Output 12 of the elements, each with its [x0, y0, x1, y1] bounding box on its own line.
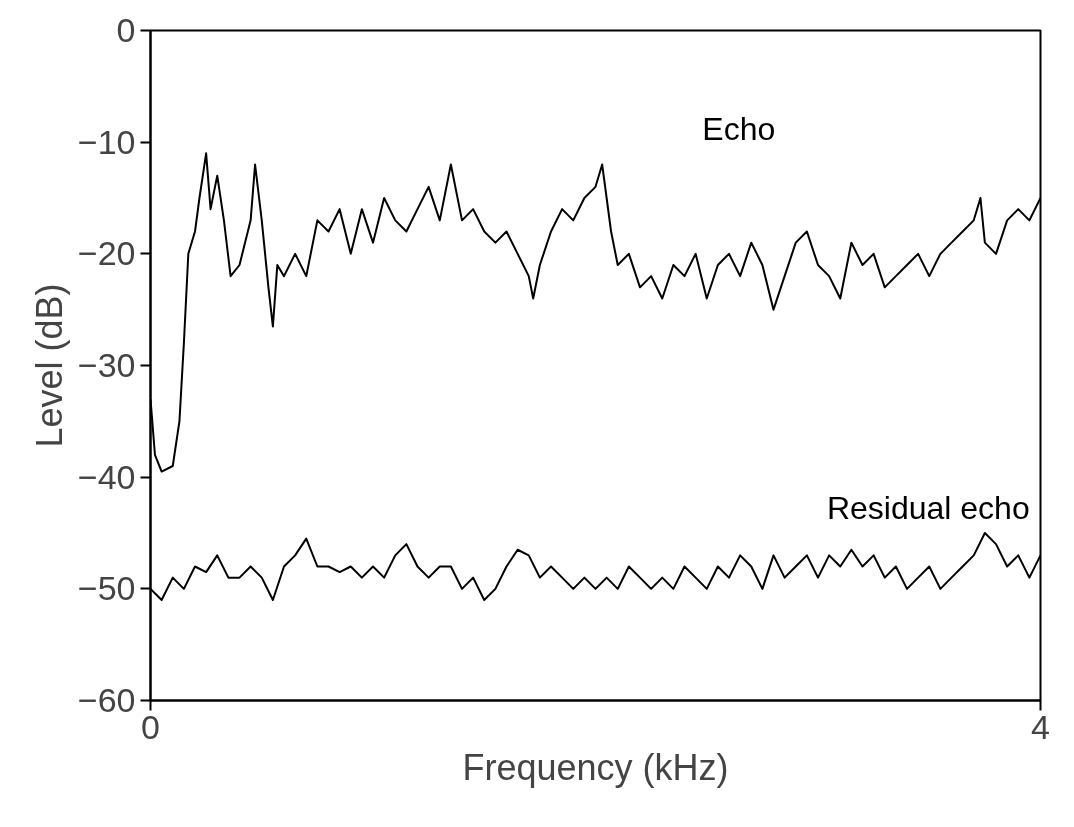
y-tick-label: 0 [116, 11, 136, 49]
y-axis-title: Level (dB) [28, 283, 70, 448]
y-tick-label: −40 [77, 457, 136, 496]
y-tick-label: −60 [77, 681, 136, 719]
y-tick-label: −50 [77, 569, 136, 608]
y-tick-label: −30 [77, 346, 136, 384]
y-tick-label: −10 [77, 122, 136, 161]
text: Echo [702, 110, 776, 147]
y-tick-label: −20 [77, 234, 136, 273]
x-tick-label: 4 [1031, 707, 1050, 746]
x-axis-title: Frequency (kHz) [462, 746, 729, 788]
series-label: Residual echo [826, 490, 1030, 527]
